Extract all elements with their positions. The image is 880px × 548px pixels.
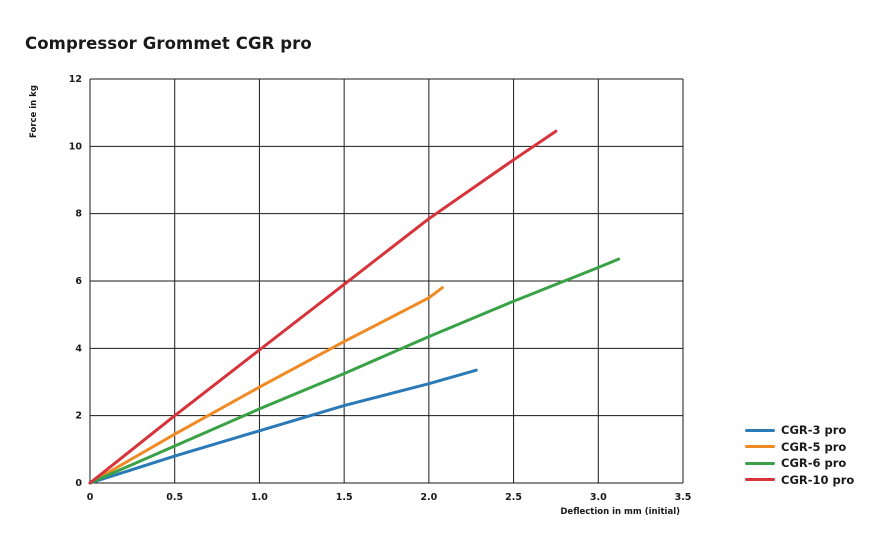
y-tick-label: 6 [75,276,82,287]
x-tick-label: 0 [87,492,94,503]
series-line-cgr-6-pro [88,257,621,485]
y-tick-label: 10 [69,141,83,152]
x-tick-label: 3.5 [675,492,692,503]
series-line-cgr-5-pro [88,286,444,485]
y-axis-label: Force in kg [29,85,39,138]
legend-label: CGR-5 pro [781,439,847,454]
x-tick-label: 3.0 [590,492,607,503]
grid [89,78,684,484]
legend-label: CGR-6 pro [781,456,847,471]
legend-item: CGR-10 pro [745,472,854,489]
x-tick-label: 0.5 [166,492,183,503]
legend-swatch [745,445,775,449]
legend-item: CGR-3 pro [745,422,854,439]
legend-item: CGR-5 pro [745,439,854,456]
legend-swatch [745,478,775,482]
x-tick-labels: 0 0.5 1.0 1.5 2.0 2.5 3.0 3.5 [87,492,692,503]
y-tick-label: 4 [75,343,82,354]
series-line-cgr-3-pro [88,368,478,485]
legend-label: CGR-3 pro [781,423,847,438]
y-tick-label: 2 [75,411,82,422]
chart-legend: CGR-3 pro CGR-5 pro CGR-6 pro CGR-10 pro [745,422,854,488]
y-tick-label: 0 [75,478,82,489]
y-tick-label: 8 [75,209,82,220]
series-line-cgr-10-pro [88,129,558,485]
legend-swatch [745,428,775,432]
x-axis-label: Deflection in mm (initial) [560,507,680,517]
legend-item: CGR-6 pro [745,455,854,472]
x-tick-label: 2.5 [505,492,522,503]
x-tick-label: 1.0 [251,492,268,503]
y-tick-label: 12 [69,74,82,85]
series-lines [88,129,621,485]
legend-swatch [745,461,775,465]
chart-title: Compressor Grommet CGR pro [25,34,312,53]
y-tick-labels: 0 2 4 6 8 10 12 [69,74,83,489]
legend-label: CGR-10 pro [781,472,855,487]
x-tick-label: 2.0 [420,492,437,503]
x-tick-label: 1.5 [336,492,353,503]
